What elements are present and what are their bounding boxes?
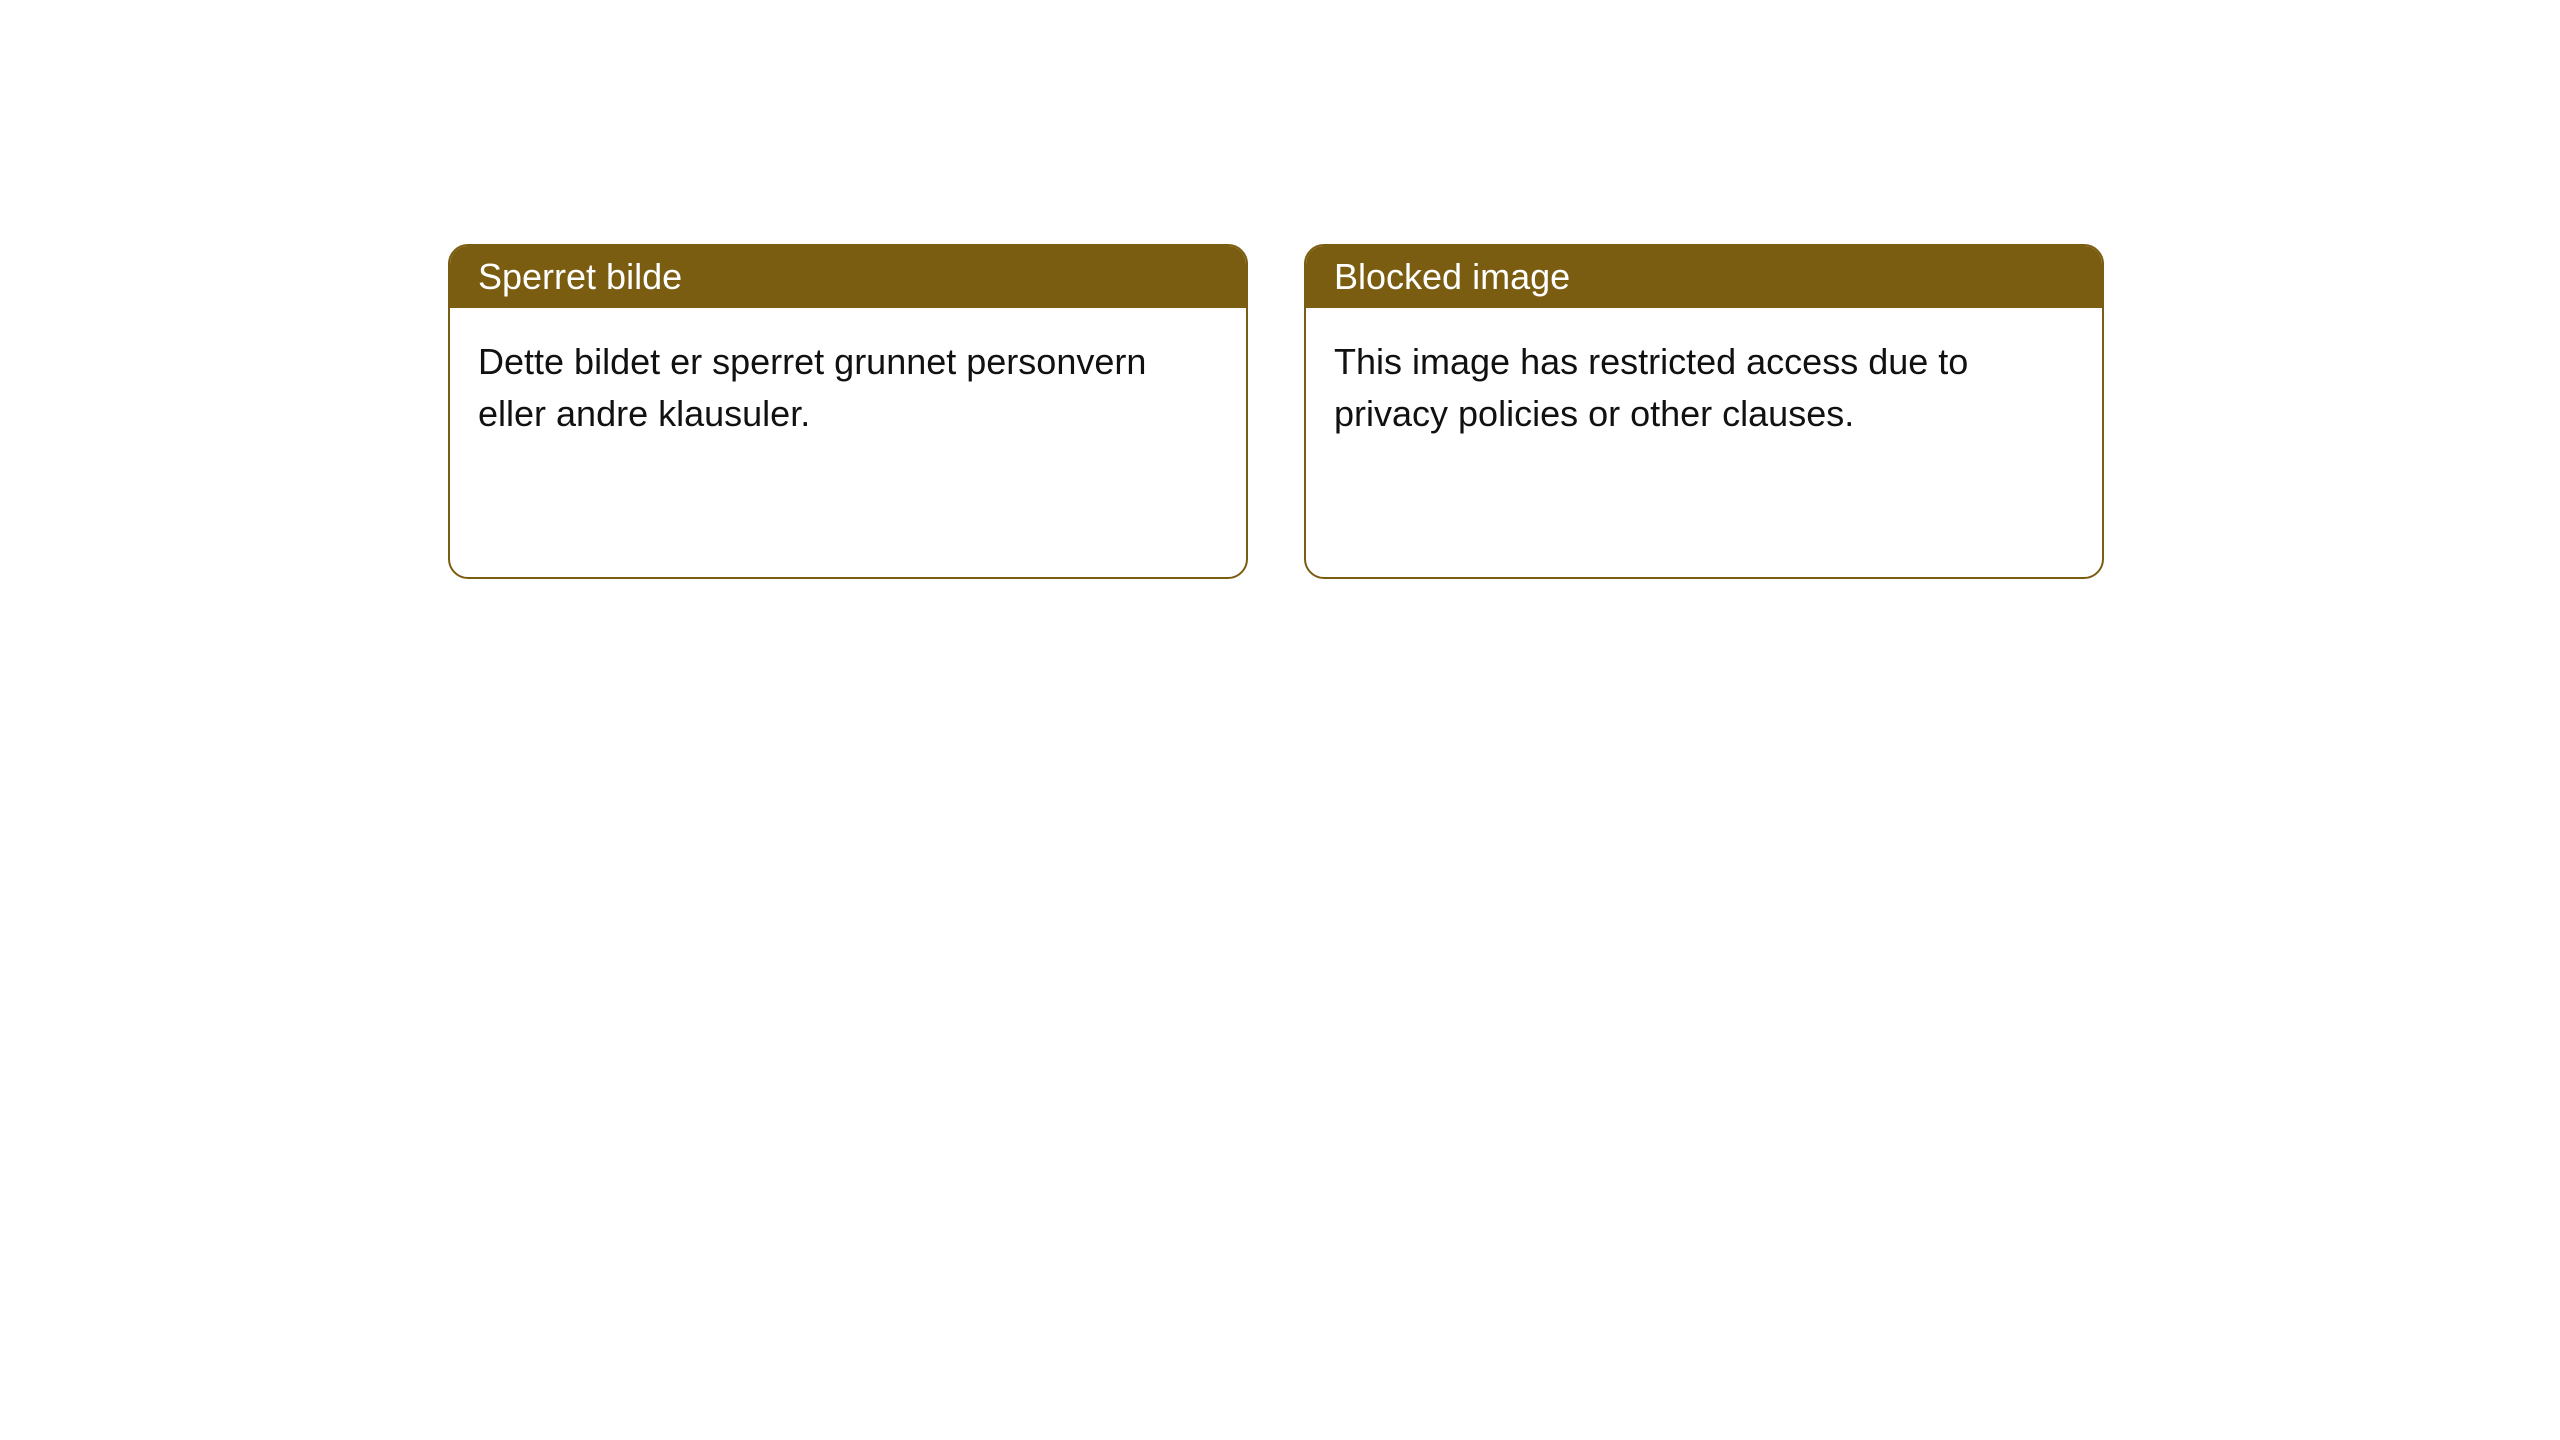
notice-container: Sperret bilde Dette bildet er sperret gr… [0,0,2560,579]
notice-body-text: Dette bildet er sperret grunnet personve… [478,341,1146,434]
notice-title: Sperret bilde [478,256,682,297]
notice-title: Blocked image [1334,256,1570,297]
notice-card-english: Blocked image This image has restricted … [1304,244,2104,579]
notice-card-norwegian: Sperret bilde Dette bildet er sperret gr… [448,244,1248,579]
notice-header: Sperret bilde [450,246,1246,308]
notice-body: Dette bildet er sperret grunnet personve… [450,308,1246,468]
notice-body-text: This image has restricted access due to … [1334,341,1968,434]
notice-header: Blocked image [1306,246,2102,308]
notice-body: This image has restricted access due to … [1306,308,2102,468]
